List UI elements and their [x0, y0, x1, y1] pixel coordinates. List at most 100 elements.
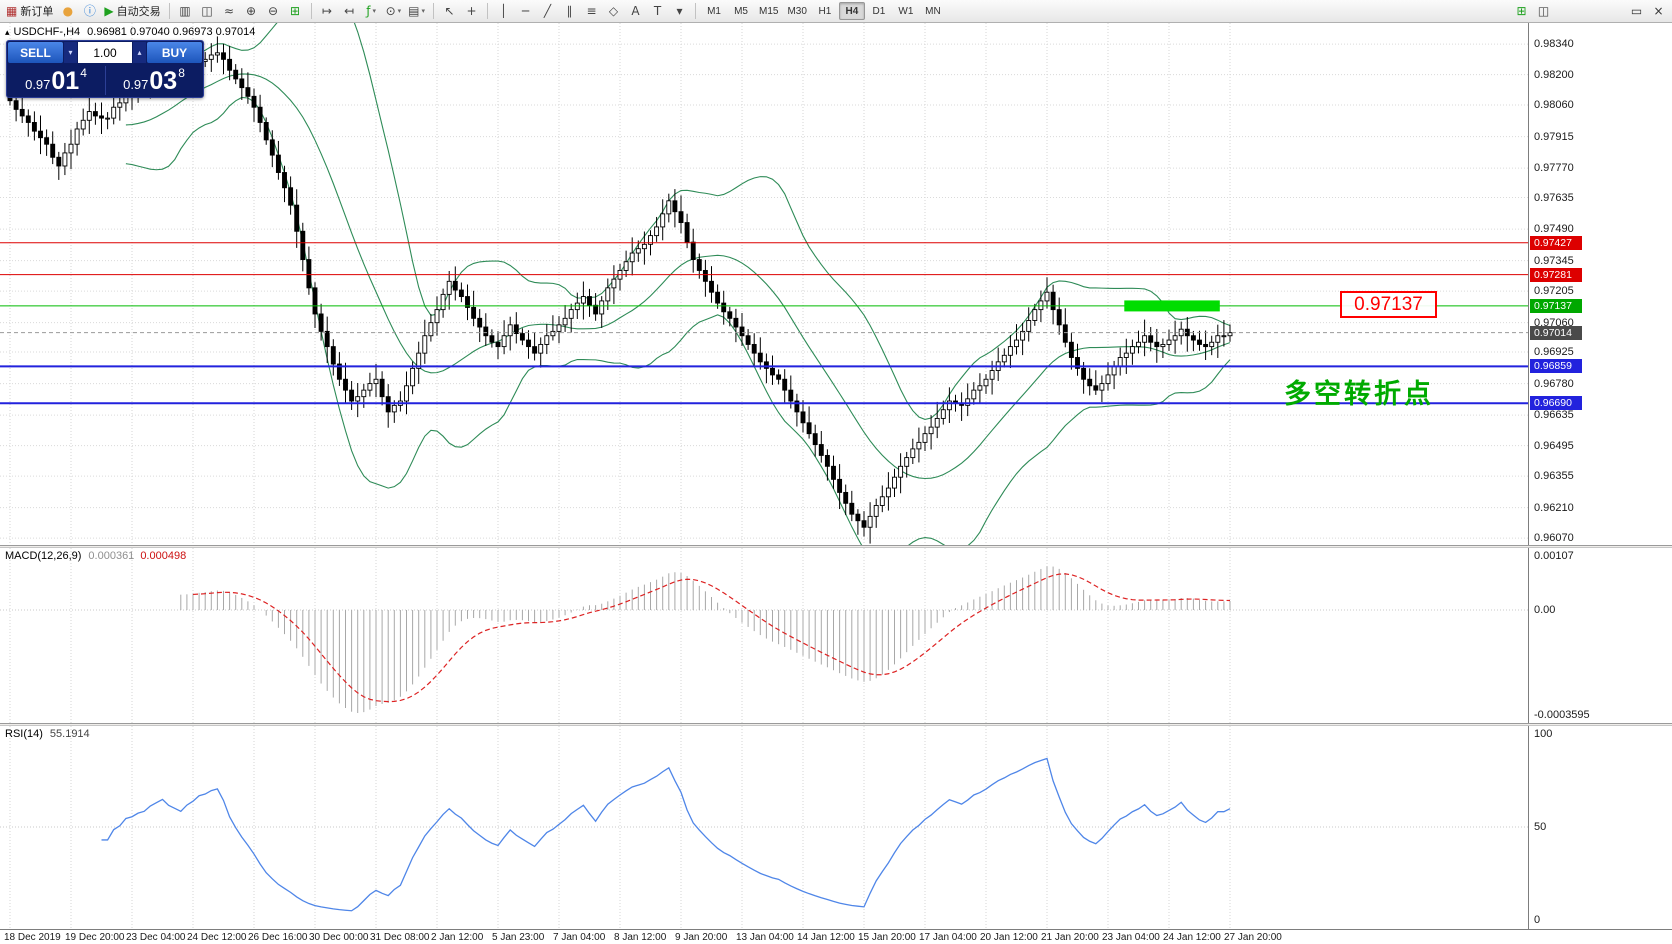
- timeframe-d1-button[interactable]: D1: [872, 5, 886, 17]
- time-axis-label: 5 Jan 23:00: [492, 932, 545, 943]
- main-chart-canvas[interactable]: [0, 23, 1528, 545]
- toolbar-separator: [310, 3, 312, 19]
- templates-button-dropdown-icon[interactable]: ▾: [421, 8, 426, 15]
- macd-axis-label: -0.0003595: [1534, 709, 1590, 721]
- buy-price[interactable]: 0.97 03 8: [105, 64, 203, 97]
- indicators-button-dropdown-icon[interactable]: ▾: [372, 8, 376, 15]
- price-axis-tick-label: 0.96780: [1534, 377, 1574, 390]
- new-chart-button[interactable]: ⊞: [1511, 2, 1532, 21]
- price-axis-tick-label: 0.96495: [1534, 439, 1574, 452]
- chart-shift-icon: ↤: [344, 4, 355, 18]
- chart-shift-button[interactable]: ↤: [339, 2, 360, 21]
- candlestick-chart-button[interactable]: ◫: [197, 2, 218, 21]
- templates-button[interactable]: ▤ ▾: [405, 2, 428, 21]
- restore-window-icon: ▭: [1630, 4, 1643, 18]
- horizontal-level-lines[interactable]: [0, 242, 1528, 405]
- time-axis-label: 23 Jan 04:00: [1102, 932, 1160, 943]
- timeframe-m15-button[interactable]: M15: [759, 5, 779, 17]
- rsi-header: RSI(14) 55.1914: [5, 728, 90, 740]
- market-watch-button[interactable]: ●: [57, 2, 78, 21]
- turning-point-annotation[interactable]: 多空转折点: [1284, 379, 1434, 410]
- rsi-pane-canvas[interactable]: [0, 726, 1528, 929]
- price-callout-box[interactable]: 0.97137: [1340, 291, 1437, 318]
- new-chart-icon: ⊞: [1516, 4, 1527, 18]
- timeframe-h1-button[interactable]: H1: [818, 5, 832, 17]
- trendline-button[interactable]: ╱: [537, 2, 558, 21]
- chart-title: ▴ USDCHF-,H4 0.96981 0.97040 0.96973 0.970…: [5, 26, 255, 38]
- fibonacci-icon: ≡: [586, 4, 597, 18]
- shapes-button[interactable]: ◇: [603, 2, 624, 21]
- profiles-button[interactable]: ◫: [1533, 2, 1554, 21]
- timeframe-m30-button[interactable]: M30: [787, 5, 807, 17]
- price-axis-tick-label: 0.96070: [1534, 532, 1574, 545]
- toolbar-separator: [695, 3, 697, 19]
- time-axis-label: 17 Jan 04:00: [919, 932, 977, 943]
- text-button[interactable]: A: [625, 2, 646, 21]
- text-icon: A: [631, 4, 640, 18]
- restore-window-button[interactable]: ▭: [1626, 2, 1647, 21]
- zoom-in-button[interactable]: ⊕: [241, 2, 262, 21]
- zoom-out-button[interactable]: ⊖: [263, 2, 284, 21]
- time-axis[interactable]: 18 Dec 2019 19 Dec 20:00 23 Dec 04:00 24 De…: [0, 929, 1672, 944]
- bar-chart-button[interactable]: ▥: [175, 2, 196, 21]
- time-axis-label: 19 Dec 20:00: [65, 932, 125, 943]
- pane-separator[interactable]: [0, 545, 1672, 548]
- more-drawings-button[interactable]: ▾: [669, 2, 690, 21]
- horizontal-line-button[interactable]: ─: [515, 2, 536, 21]
- autotrading-button-label: 自动交易: [116, 6, 161, 18]
- volume-input[interactable]: [78, 42, 132, 63]
- price-axis-tick-label: 0.97770: [1534, 162, 1574, 175]
- bar-chart-icon: ▥: [179, 4, 191, 18]
- close-window-icon: ×: [1653, 4, 1664, 18]
- text-label-button[interactable]: T: [647, 2, 668, 21]
- timeframe-mn-button[interactable]: MN: [925, 5, 941, 17]
- line-chart-button[interactable]: ≈: [219, 2, 240, 21]
- vertical-line-button[interactable]: │: [493, 2, 514, 21]
- tile-windows-icon: ⊞: [290, 4, 301, 18]
- new-order-button[interactable]: ▦ 新订单: [3, 2, 56, 21]
- time-axis-label: 8 Jan 12:00: [614, 932, 667, 943]
- rsi-axis-label: 0: [1534, 914, 1541, 926]
- timeframe-m5-button[interactable]: M5: [734, 5, 748, 17]
- sell-price-pips: 01: [51, 67, 80, 95]
- main-toolbar: ▦ 新订单 ● ⓘ ▶ 自动交易 ▥ ◫ ≈ ⊕ ⊖ ⊞ ↦ ↤ ƒ ▾ ⊙ ▾ ▤ ▾ ↖ + │ ─ ╱ ∥ ≡ ◇ A T ▾ M1 M5…: [0, 0, 1672, 23]
- equidistant-channel-button[interactable]: ∥: [559, 2, 580, 21]
- chart-symbol-period: USDCHF-,H4: [13, 26, 81, 38]
- timeframe-w1-button[interactable]: W1: [898, 5, 914, 17]
- candles: [7, 36, 1233, 544]
- timeframe-m1-button[interactable]: M1: [707, 5, 721, 17]
- highlight-zone[interactable]: [1124, 300, 1220, 312]
- pane-separator[interactable]: [0, 723, 1672, 726]
- price-axis-tick-label: 0.96210: [1534, 501, 1574, 514]
- data-window-button[interactable]: ⓘ: [79, 2, 100, 21]
- cursor-button[interactable]: ↖: [439, 2, 460, 21]
- crosshair-button[interactable]: +: [461, 2, 482, 21]
- periods-button[interactable]: ⊙ ▾: [383, 2, 405, 21]
- buy-button[interactable]: BUY: [147, 42, 202, 63]
- close-window-button[interactable]: ×: [1648, 2, 1669, 21]
- macd-axis-label: 0.00107: [1534, 550, 1574, 562]
- indicators-button[interactable]: ƒ ▾: [361, 2, 382, 21]
- price-axis-tick-label: 0.97490: [1534, 223, 1574, 236]
- price-axis-tick-label: 0.97635: [1534, 191, 1574, 204]
- chart-menu-icon[interactable]: ▴: [5, 28, 10, 38]
- periods-button-dropdown-icon[interactable]: ▾: [397, 8, 402, 15]
- macd-pane-canvas[interactable]: [0, 548, 1528, 723]
- volume-increase-button[interactable]: ▴: [133, 42, 146, 63]
- tile-windows-button[interactable]: ⊞: [285, 2, 306, 21]
- time-axis-label: 13 Jan 04:00: [736, 932, 794, 943]
- shapes-icon: ◇: [608, 4, 619, 18]
- fibonacci-button[interactable]: ≡: [581, 2, 602, 21]
- macd-main-value: 0.000361: [88, 550, 135, 562]
- timeframe-toolbar: M1 M5 M15 M30 H1 H4 D1 W1 MN: [701, 2, 946, 20]
- rsi-axis-label: 50: [1534, 821, 1547, 833]
- sell-price[interactable]: 0.97 01 4: [7, 64, 105, 97]
- timeframe-h4-button[interactable]: H4: [838, 2, 865, 20]
- time-axis-label: 23 Dec 04:00: [126, 932, 186, 943]
- auto-scroll-button[interactable]: ↦: [317, 2, 338, 21]
- autotrading-button[interactable]: ▶ 自动交易: [101, 2, 163, 21]
- time-axis-label: 15 Jan 20:00: [858, 932, 916, 943]
- sell-button[interactable]: SELL: [8, 42, 63, 63]
- price-axis[interactable]: 0.98340 0.98200 0.98060 0.97915 0.97770 0.976…: [1528, 23, 1672, 929]
- volume-decrease-button[interactable]: ▾: [64, 42, 77, 63]
